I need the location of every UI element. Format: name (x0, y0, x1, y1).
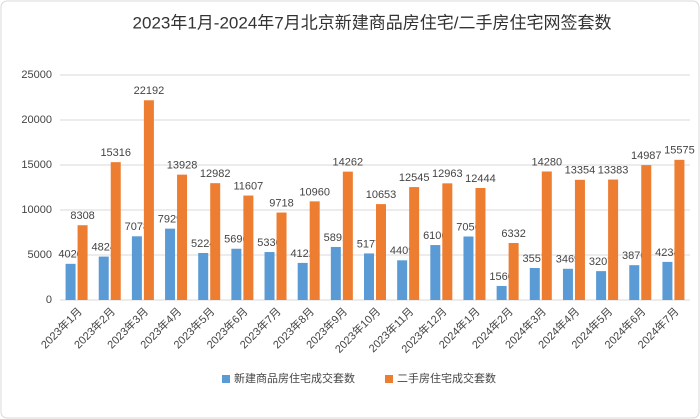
bar (110, 162, 121, 300)
data-label: 5891 (324, 232, 348, 244)
bar (98, 256, 109, 300)
bar (143, 100, 154, 300)
bar (496, 285, 507, 300)
legend-swatch (222, 375, 230, 383)
data-label: 3207 (589, 256, 613, 268)
data-label: 4824 (91, 241, 115, 253)
bar (662, 261, 673, 300)
data-label: 14987 (631, 150, 662, 162)
data-label: 12982 (200, 168, 231, 180)
data-label: 14280 (531, 156, 562, 168)
bar (231, 248, 242, 300)
bar (397, 260, 408, 300)
chart-title: 2023年1月-2024年7月北京新建商品房住宅/二手房住宅网签套数 (133, 13, 612, 32)
bar (276, 212, 287, 300)
data-label: 4020 (58, 249, 82, 261)
bar (264, 252, 275, 300)
data-label: 13354 (565, 165, 596, 177)
legend-swatch (385, 375, 393, 383)
bar (529, 267, 540, 300)
bar (475, 188, 486, 300)
data-label: 4122 (290, 248, 314, 260)
data-label: 4409 (390, 245, 414, 257)
bar (629, 265, 640, 300)
bar (376, 204, 386, 300)
data-label: 7056 (456, 221, 480, 233)
data-label: 3469 (556, 254, 580, 266)
data-label: 4234 (655, 247, 679, 259)
y-tick-label: 0 (46, 294, 52, 306)
data-label: 15316 (100, 147, 131, 159)
data-label: 11607 (233, 180, 263, 192)
bar (198, 252, 209, 300)
data-label: 5330 (257, 237, 281, 249)
data-label: 3870 (622, 250, 646, 262)
data-label: 13928 (167, 160, 198, 172)
data-label: 13383 (598, 164, 629, 176)
bar (309, 201, 320, 300)
bar (596, 271, 607, 300)
bar (463, 236, 474, 300)
data-label: 5224 (191, 238, 215, 250)
bar (330, 246, 341, 300)
bar (165, 228, 176, 300)
y-tick-label: 10000 (21, 204, 52, 216)
bar (297, 262, 308, 300)
data-label: 5177 (357, 238, 381, 250)
y-tick-label: 20000 (21, 114, 52, 126)
data-label: 10960 (299, 186, 330, 198)
y-tick-label: 5000 (28, 249, 52, 261)
data-label: 22192 (134, 85, 165, 97)
y-tick-label: 15000 (21, 159, 52, 171)
data-label: 8308 (70, 210, 94, 222)
bar (364, 253, 374, 300)
data-label: 12963 (432, 168, 463, 180)
data-label: 6106 (423, 230, 447, 242)
bar (177, 174, 188, 300)
bar (641, 165, 652, 300)
y-tick-label: 25000 (21, 69, 52, 81)
legend-label: 二手房住宅成交套数 (397, 371, 496, 385)
bar (608, 179, 619, 300)
data-label: 1560 (489, 271, 513, 283)
bar (210, 183, 221, 300)
data-label: 7078 (125, 221, 149, 233)
data-label: 6332 (501, 228, 525, 240)
legend-label: 新建商品房住宅成交套数 (234, 371, 355, 385)
data-label: 3557 (523, 253, 547, 265)
bar (674, 159, 685, 300)
bar (442, 183, 453, 300)
bar (243, 195, 254, 300)
data-label: 12444 (465, 173, 496, 185)
bar (430, 245, 441, 300)
data-label: 5696 (224, 234, 248, 246)
data-label: 15575 (664, 145, 695, 157)
bar (409, 187, 420, 300)
bar (342, 171, 353, 300)
data-label: 12545 (399, 172, 430, 184)
bar (77, 225, 88, 300)
bar (131, 236, 142, 300)
bar (541, 171, 552, 300)
bar (508, 243, 519, 300)
data-label: 7929 (158, 214, 182, 226)
data-label: 10653 (366, 189, 397, 201)
bar (562, 268, 573, 300)
data-label: 9718 (269, 197, 293, 209)
bar (574, 179, 585, 300)
data-label: 14262 (333, 157, 364, 169)
bar (65, 263, 76, 300)
